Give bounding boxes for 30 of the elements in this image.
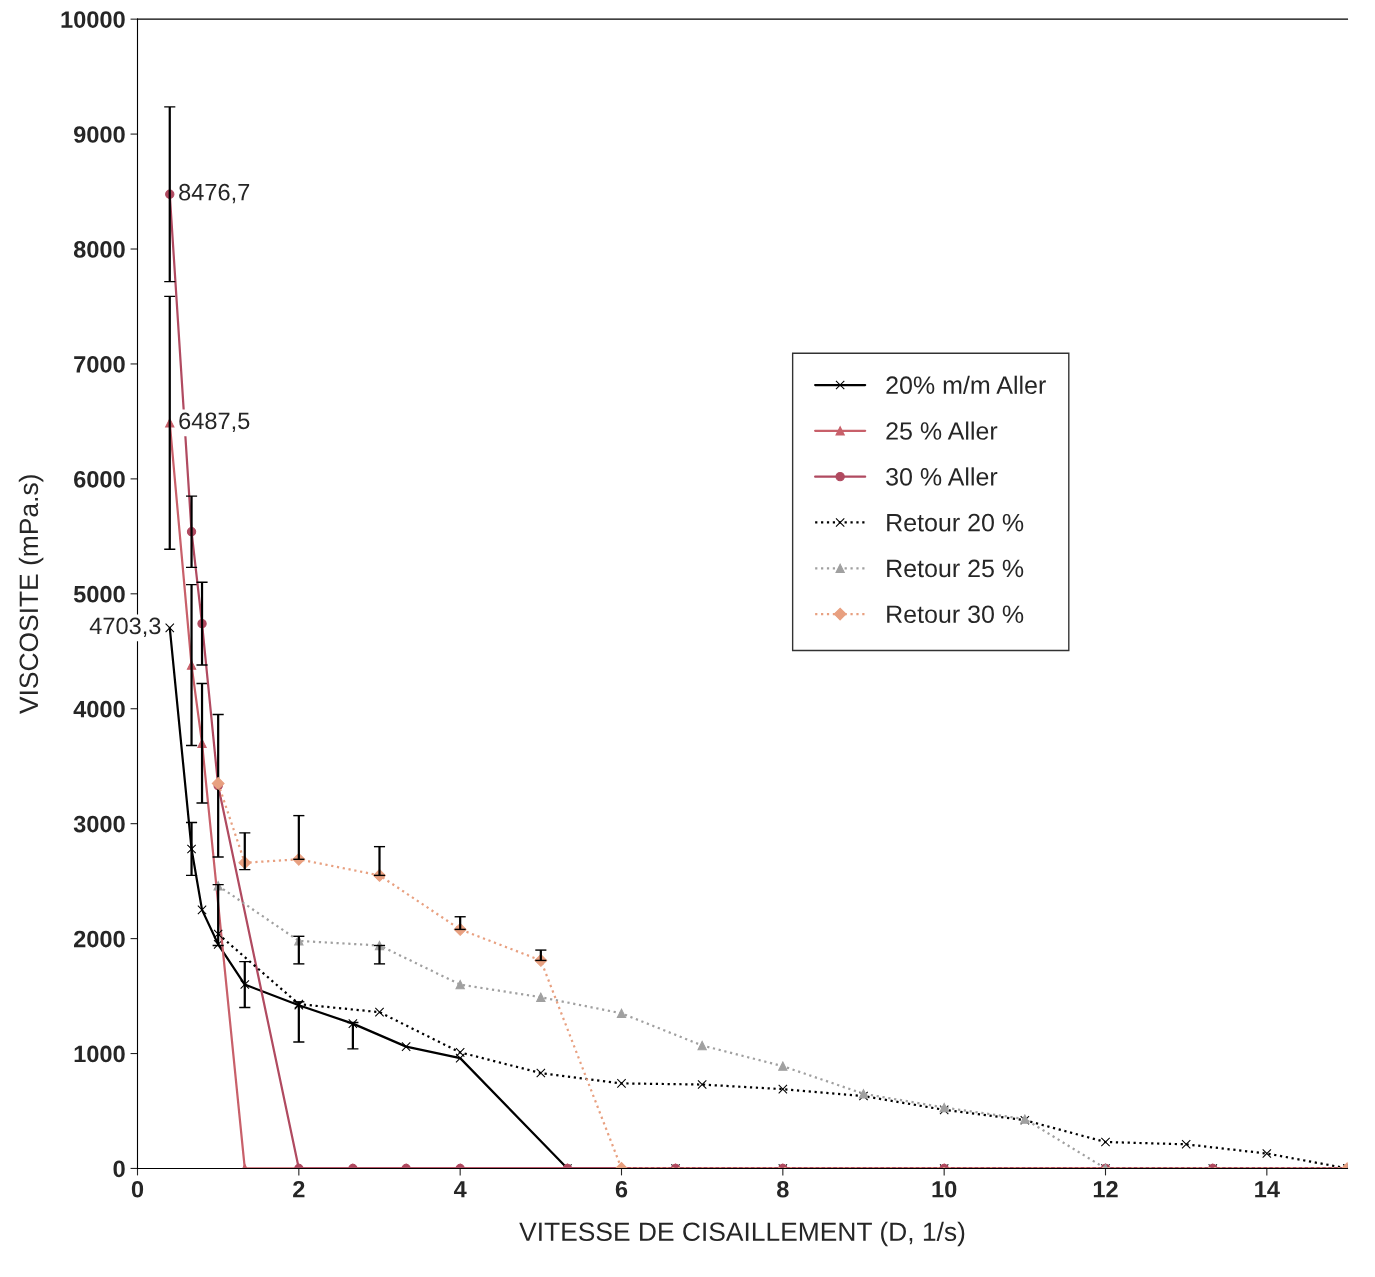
y-tick-label: 7000	[74, 356, 125, 373]
data-label: 6487,5	[179, 412, 250, 432]
x-tick-label: 6	[615, 1180, 628, 1198]
legend-label: 30 % Aller	[886, 467, 998, 486]
x-tick-label: 8	[777, 1180, 789, 1198]
y-tick-label: 3000	[73, 815, 125, 833]
x-tick-label: 12	[1093, 1180, 1118, 1198]
legend-label: Retour 20 %	[887, 513, 1024, 532]
legend-label: 25 % Aller	[886, 421, 998, 440]
y-tick-label: 2000	[73, 930, 125, 948]
legend-label: Retour 25 %	[887, 559, 1024, 578]
data-label: 4703,3	[89, 617, 161, 638]
y-tick-label: 6000	[74, 470, 125, 488]
legend-label: 20% m/m Aller	[886, 375, 1046, 395]
y-tick-label: 0	[113, 1160, 125, 1178]
x-axis-title: VITESSE DE CISAILLEMENT (D, 1/s)	[519, 1221, 965, 1247]
x-tick-label: 2	[293, 1180, 305, 1198]
y-tick-label: 4000	[73, 700, 125, 718]
data-label: 8476,7	[179, 183, 250, 204]
y-tick-label: 1000	[74, 1045, 125, 1063]
y-tick-label: 8000	[73, 241, 125, 258]
y-tick-label: 9000	[73, 126, 125, 143]
x-tick-label: 10	[932, 1180, 957, 1198]
y-tick-label: 5000	[73, 585, 125, 603]
y-axis-title: VISCOSITE (mPa.s)	[18, 475, 44, 714]
x-tick-label: 4	[453, 1181, 467, 1198]
y-tick-label: 10000	[61, 11, 125, 28]
x-tick-label: 14	[1255, 1181, 1280, 1198]
x-tick-label: 0	[131, 1180, 144, 1198]
legend-label: Retour 30 %	[887, 605, 1024, 624]
